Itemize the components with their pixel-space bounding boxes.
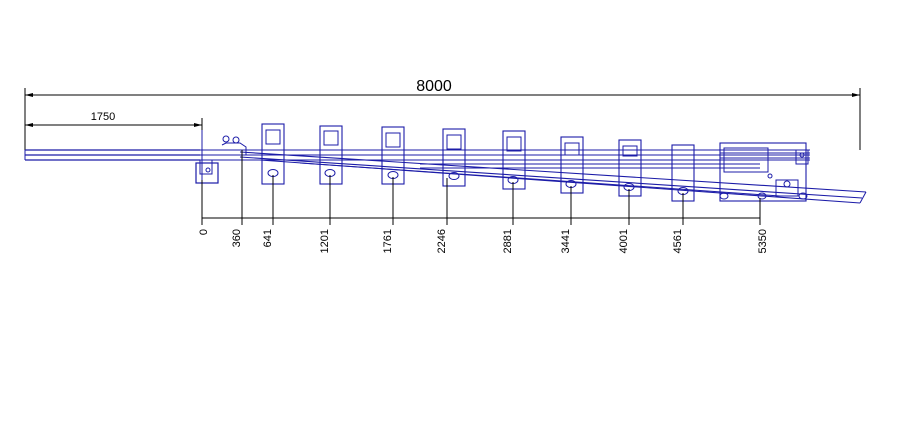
overall-dimension: 8000 <box>24 78 861 150</box>
station-label: 641 <box>262 229 274 247</box>
station-label: 0 <box>198 229 210 235</box>
station-label: 360 <box>231 229 243 247</box>
sleeper-4001 <box>618 139 642 197</box>
station-label: 4001 <box>618 229 630 253</box>
ordinate-dimension <box>201 150 761 225</box>
sleeper-2246 <box>442 128 466 187</box>
station-label: 2881 <box>502 229 514 253</box>
station-labels: 0 360 641 1201 1761 2246 2881 3441 4001 … <box>198 229 769 253</box>
station-label: 4561 <box>672 229 684 253</box>
overhang-label: 1750 <box>91 111 115 123</box>
sleeper-5350 <box>719 142 809 202</box>
sleeper-3441 <box>560 136 584 194</box>
heel-block <box>195 130 247 184</box>
sleeper-4561 <box>671 144 695 202</box>
overhang-dimension: 1750 <box>25 111 203 160</box>
station-label: 3441 <box>560 229 572 253</box>
switch-rails <box>200 149 867 204</box>
overall-length-label: 8000 <box>416 78 452 95</box>
stock-rail <box>24 149 200 161</box>
station-label: 1761 <box>382 229 394 253</box>
station-label: 2246 <box>436 229 448 253</box>
station-label: 5350 <box>757 229 769 253</box>
station-label: 1201 <box>319 229 331 253</box>
